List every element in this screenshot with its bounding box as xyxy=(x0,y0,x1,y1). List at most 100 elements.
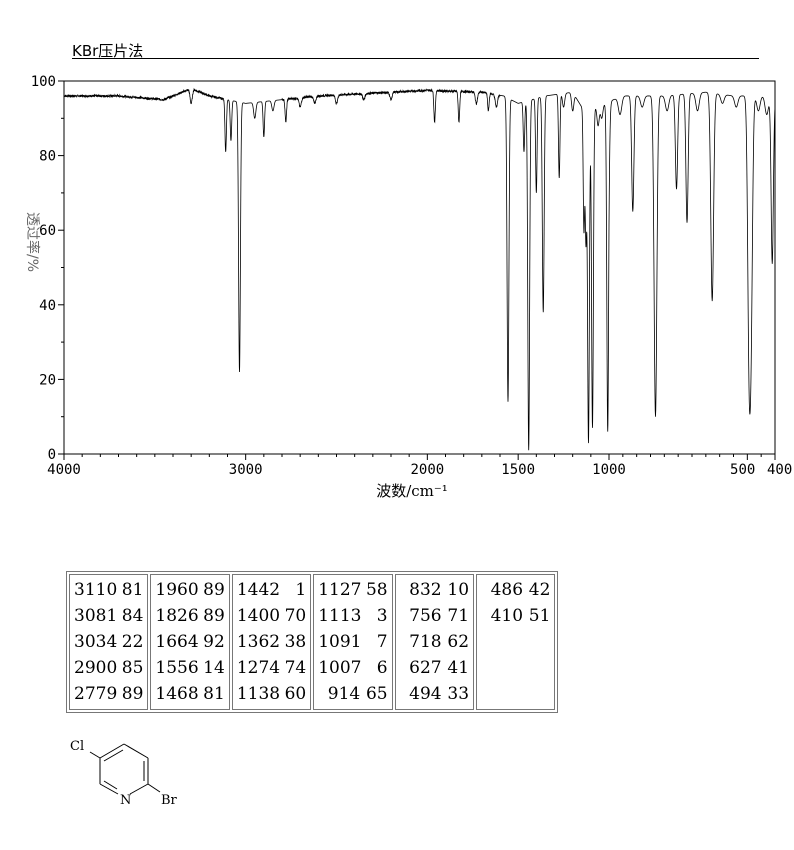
peak-entry: 3081 84 xyxy=(74,603,143,629)
peak-wavenumber: 3110 xyxy=(74,580,118,600)
peak-entry: 1091 7 xyxy=(318,629,387,655)
atom-n: N xyxy=(120,793,131,808)
peak-transmittance: 89 xyxy=(203,606,225,626)
peak-wavenumber: 2779 xyxy=(74,684,118,704)
peak-transmittance: 42 xyxy=(528,580,551,600)
y-axis-label: 透过率/% xyxy=(24,212,41,272)
peak-table-column: 1127 58 1113 3 1091 7 1007 6 914 65 xyxy=(313,574,393,710)
peak-transmittance: 92 xyxy=(203,632,225,652)
peak-wavenumber: 1113 xyxy=(318,606,362,626)
peak-table-column: 3110 81 3081 84 3034 22 2900 85 2779 89 xyxy=(69,574,149,710)
peak-transmittance: 74 xyxy=(284,658,307,678)
peak-wavenumber: 494 xyxy=(409,684,442,704)
peak-wavenumber: 1442 xyxy=(236,580,281,600)
peak-transmittance: 10 xyxy=(447,580,470,600)
y-tick-label: 20 xyxy=(39,372,56,388)
peak-wavenumber: 718 xyxy=(409,632,442,652)
peak-table-column: 1960 89 1826 89 1664 92 1556 14 1468 81 xyxy=(150,574,230,710)
atom-cl: Cl xyxy=(70,739,84,754)
peak-transmittance: 81 xyxy=(121,580,144,600)
peak-entry: 1400 70 xyxy=(237,603,306,629)
peak-transmittance: 65 xyxy=(365,684,388,704)
method-underline xyxy=(72,58,759,59)
y-tick-label: 80 xyxy=(39,149,56,165)
peak-transmittance: 84 xyxy=(121,606,144,626)
method-label: KBr压片法 xyxy=(72,42,144,60)
bond-c1-c3 xyxy=(99,743,125,759)
peak-wavenumber: 1362 xyxy=(236,632,281,652)
peak-entry: 1960 89 xyxy=(155,577,224,603)
peak-entry: 1556 14 xyxy=(155,655,224,681)
peak-entry: 1007 6 xyxy=(318,655,387,681)
peak-entry: 3034 22 xyxy=(74,629,143,655)
peak-entry: 3110 81 xyxy=(74,577,143,603)
x-tick-label: 400 xyxy=(767,462,792,478)
peak-wavenumber: 756 xyxy=(409,606,442,626)
peak-transmittance: 71 xyxy=(447,606,470,626)
peak-entry: 914 65 xyxy=(318,681,388,707)
peak-entry: 486 42 xyxy=(481,577,551,603)
peak-transmittance: 60 xyxy=(284,684,307,704)
peak-transmittance: 14 xyxy=(203,658,225,678)
peak-transmittance: 89 xyxy=(121,684,144,704)
peak-entry: 1127 58 xyxy=(318,577,387,603)
peak-entry: 1362 38 xyxy=(237,629,306,655)
peak-transmittance: 1 xyxy=(295,580,307,600)
peak-entry: 1138 60 xyxy=(237,681,306,707)
peak-transmittance: 62 xyxy=(447,632,470,652)
peak-wavenumber: 486 xyxy=(490,580,524,600)
peak-wavenumber: 2900 xyxy=(74,658,118,678)
y-tick-label: 100 xyxy=(31,74,56,90)
plot-frame xyxy=(63,80,776,455)
peak-wavenumber: 1127 xyxy=(318,580,362,600)
peak-table: 3110 81 3081 84 3034 22 2900 85 2779 89 1960 … xyxy=(66,571,559,713)
peak-wavenumber: 1007 xyxy=(318,658,362,678)
pyridine-ring xyxy=(89,743,161,795)
peak-entry: 410 51 xyxy=(481,603,551,629)
peak-transmittance: 89 xyxy=(203,580,225,600)
atom-br: Br xyxy=(161,793,178,808)
peak-transmittance: 58 xyxy=(365,580,388,600)
peak-table-column: 1442 1 1400 70 1362 38 1274 74 1138 60 xyxy=(231,574,312,710)
x-tick-label: 3000 xyxy=(229,462,263,478)
peak-entry: 494 33 xyxy=(400,681,469,707)
peak-wavenumber: 1960 xyxy=(155,580,199,600)
y-tick-label: 60 xyxy=(39,223,56,239)
y-tick-label: 0 xyxy=(48,447,56,463)
peak-transmittance: 3 xyxy=(376,606,388,626)
peak-entry: 1442 1 xyxy=(237,577,306,603)
peak-wavenumber: 914 xyxy=(327,684,361,704)
x-tick-label: 500 xyxy=(730,462,755,478)
x-tick-label: 2000 xyxy=(410,462,444,478)
peak-wavenumber: 1556 xyxy=(155,658,199,678)
peak-entry: 627 41 xyxy=(400,655,469,681)
peak-table-column: 832 10 756 71 718 62 627 41 494 33 xyxy=(394,574,475,710)
peak-wavenumber: 1400 xyxy=(236,606,281,626)
bond-c-br xyxy=(147,783,161,793)
peak-transmittance: 33 xyxy=(447,684,470,704)
peak-entry: 1274 74 xyxy=(237,655,306,681)
y-axis-ticks: 0 20 40 60 80 100 xyxy=(31,74,64,463)
peak-transmittance: 7 xyxy=(376,632,388,652)
peak-entry: 832 10 xyxy=(400,577,469,603)
y-tick-label: 40 xyxy=(39,298,56,314)
peak-entry: 756 71 xyxy=(400,603,469,629)
x-tick-label: 4000 xyxy=(47,462,81,478)
peak-transmittance: 22 xyxy=(121,632,144,652)
peak-entry: 2779 89 xyxy=(74,681,143,707)
peak-entry: 718 62 xyxy=(400,629,469,655)
peak-transmittance: 70 xyxy=(284,606,307,626)
peak-entry: 2900 85 xyxy=(74,655,143,681)
peak-transmittance: 6 xyxy=(376,658,388,678)
bond-n-c6 xyxy=(99,783,119,795)
peak-wavenumber: 1091 xyxy=(318,632,362,652)
x-tick-label: 1500 xyxy=(501,462,535,478)
peak-transmittance: 38 xyxy=(284,632,307,652)
bond-c-cl xyxy=(89,751,101,759)
bond-c5-n xyxy=(129,783,149,795)
peak-wavenumber: 1664 xyxy=(155,632,199,652)
peak-wavenumber: 832 xyxy=(409,580,442,600)
x-axis-ticks: 4000 3000 2000 1500 1000 500 400 xyxy=(47,454,792,478)
peak-wavenumber: 1274 xyxy=(236,658,281,678)
